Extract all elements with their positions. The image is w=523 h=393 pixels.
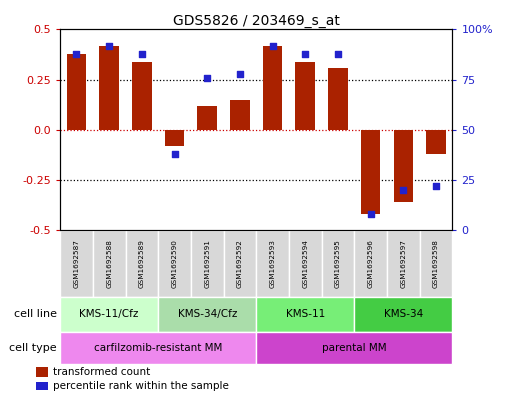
Text: cell line: cell line — [14, 309, 57, 320]
Text: GSM1692596: GSM1692596 — [368, 239, 373, 288]
Text: KMS-34/Cfz: KMS-34/Cfz — [177, 309, 237, 320]
Bar — [60, 230, 93, 297]
Bar — [289, 230, 322, 297]
Bar — [230, 99, 250, 130]
Bar — [295, 62, 315, 130]
Bar — [126, 230, 158, 297]
Point — [268, 42, 277, 49]
Bar — [93, 230, 126, 297]
Point — [170, 151, 179, 157]
Bar — [99, 46, 119, 130]
Text: GSM1692594: GSM1692594 — [302, 239, 308, 288]
Point — [301, 50, 310, 57]
Text: GSM1692587: GSM1692587 — [74, 239, 79, 288]
Text: GSM1692591: GSM1692591 — [204, 239, 210, 288]
Bar — [263, 46, 282, 130]
Bar — [328, 68, 348, 130]
Text: GSM1692589: GSM1692589 — [139, 239, 145, 288]
Text: transformed count: transformed count — [53, 367, 150, 377]
Bar — [60, 332, 256, 364]
Bar — [67, 53, 86, 130]
Bar — [387, 230, 419, 297]
Text: KMS-34: KMS-34 — [384, 309, 423, 320]
Bar — [158, 297, 256, 332]
Bar — [322, 230, 355, 297]
Point — [432, 183, 440, 189]
Bar — [256, 230, 289, 297]
Bar — [165, 130, 185, 146]
Bar — [355, 297, 452, 332]
Bar — [361, 130, 381, 214]
Text: cell type: cell type — [9, 343, 57, 353]
Text: GSM1692593: GSM1692593 — [270, 239, 276, 288]
Point — [105, 42, 113, 49]
Point — [367, 211, 375, 217]
Point — [334, 50, 342, 57]
Point — [399, 187, 407, 193]
Point — [72, 50, 81, 57]
Bar — [419, 230, 452, 297]
Bar — [256, 332, 452, 364]
Text: GSM1692595: GSM1692595 — [335, 239, 341, 288]
Bar — [224, 230, 256, 297]
Title: GDS5826 / 203469_s_at: GDS5826 / 203469_s_at — [173, 15, 340, 28]
Text: GSM1692590: GSM1692590 — [172, 239, 177, 288]
Text: KMS-11: KMS-11 — [286, 309, 325, 320]
Point — [236, 70, 244, 77]
Point — [203, 74, 211, 81]
Text: GSM1692598: GSM1692598 — [433, 239, 439, 288]
Bar — [426, 130, 446, 154]
Text: GSM1692592: GSM1692592 — [237, 239, 243, 288]
Text: parental MM: parental MM — [322, 343, 386, 353]
Bar — [60, 297, 158, 332]
Bar — [256, 297, 355, 332]
Bar — [36, 382, 48, 389]
Bar — [36, 367, 48, 376]
Text: percentile rank within the sample: percentile rank within the sample — [53, 381, 229, 391]
Text: GSM1692597: GSM1692597 — [401, 239, 406, 288]
Bar — [132, 62, 152, 130]
Bar — [355, 230, 387, 297]
Bar — [191, 230, 224, 297]
Text: GSM1692588: GSM1692588 — [106, 239, 112, 288]
Point — [138, 50, 146, 57]
Bar — [393, 130, 413, 202]
Text: KMS-11/Cfz: KMS-11/Cfz — [79, 309, 139, 320]
Text: carfilzomib-resistant MM: carfilzomib-resistant MM — [94, 343, 222, 353]
Bar — [158, 230, 191, 297]
Bar — [198, 106, 217, 130]
